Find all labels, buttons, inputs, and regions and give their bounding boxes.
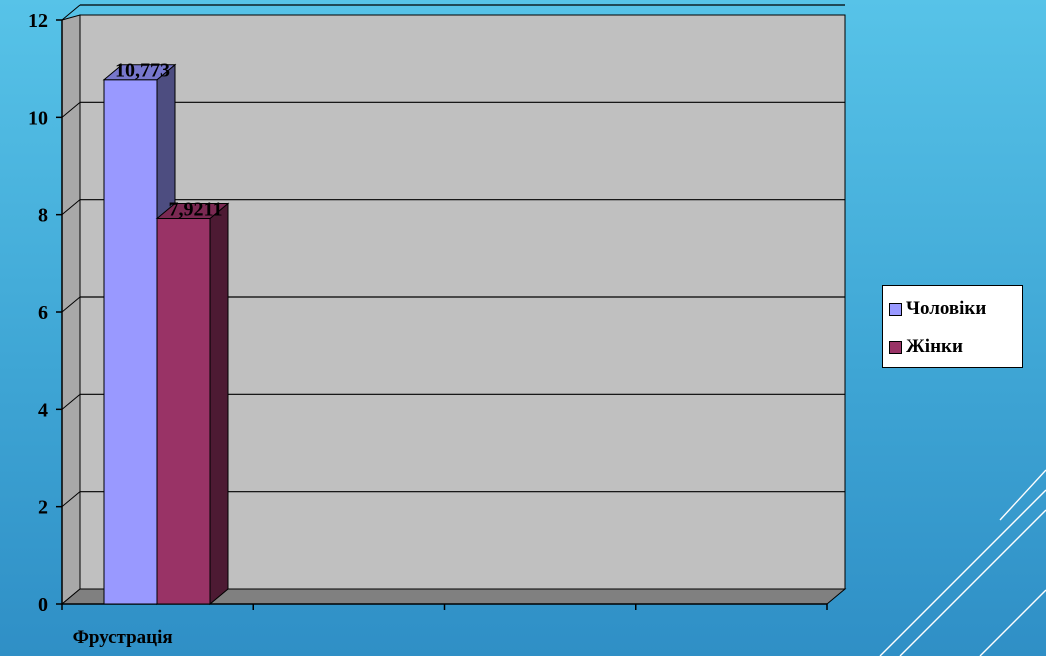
y-tick-label: 12	[28, 10, 48, 32]
legend-label-men: Чоловіки	[906, 298, 987, 319]
category-label: Фрустрація	[73, 627, 173, 648]
legend: Чоловіки Жінки	[882, 285, 1023, 368]
legend-item-women: Жінки	[889, 336, 963, 358]
gridline-side	[61, 4, 81, 21]
labels: Фрустрація 10,773 7,9211	[73, 60, 223, 648]
legend-label-women: Жінки	[906, 336, 963, 357]
decorative-lines	[879, 469, 1046, 656]
bar-1-front	[156, 218, 211, 605]
gridline-side	[61, 491, 81, 508]
gridline-side	[61, 393, 81, 410]
y-tick-label: 4	[38, 399, 48, 421]
data-label-0: 10,773	[115, 60, 170, 82]
y-tick-label: 10	[28, 107, 48, 129]
bar-0-front	[103, 79, 158, 605]
gridline-side	[61, 296, 81, 313]
decorative-line	[979, 589, 1046, 656]
data-label-1: 7,9211	[169, 199, 223, 221]
y-tick-label: 6	[38, 302, 48, 324]
y-tick-label: 0	[38, 594, 48, 616]
decorative-line	[899, 509, 1046, 656]
gridline-side	[61, 101, 81, 118]
legend-swatch-women	[889, 340, 902, 354]
bar-1-top	[155, 203, 230, 220]
decorative-line	[999, 469, 1046, 521]
y-tick-label: 2	[38, 497, 48, 519]
bars	[102, 63, 230, 606]
decorative-line	[879, 489, 1046, 656]
legend-swatch-men	[889, 302, 902, 316]
bar-0-top	[102, 64, 177, 81]
bar-1-side	[209, 202, 229, 606]
legend-item-men: Чоловіки	[889, 298, 986, 320]
gridline-side	[61, 199, 81, 216]
y-tick-label: 8	[38, 205, 48, 227]
